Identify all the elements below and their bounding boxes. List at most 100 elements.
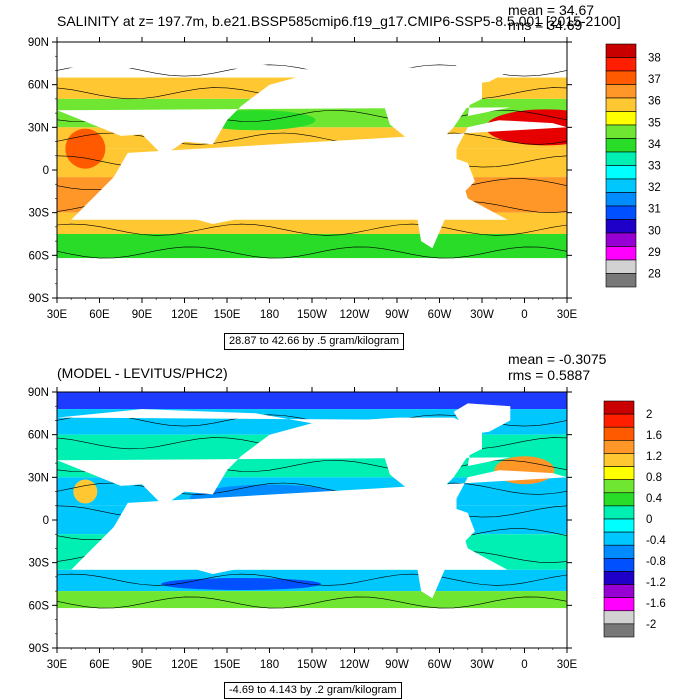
lon-label: 60E bbox=[89, 309, 110, 321]
lat-label: 30S bbox=[29, 208, 50, 220]
lon-label: 0 bbox=[521, 659, 527, 671]
colorbar-box bbox=[605, 273, 637, 288]
colorbar-box bbox=[605, 246, 637, 261]
field-band bbox=[57, 234, 567, 259]
lon-label: 60W bbox=[428, 659, 452, 671]
contour-line bbox=[57, 573, 567, 586]
colorbar-label: 38 bbox=[648, 53, 661, 65]
colorbar-box bbox=[603, 558, 635, 572]
colorbar-label: 36 bbox=[648, 96, 661, 108]
colorbar-box bbox=[603, 426, 635, 441]
lat-label: 60N bbox=[28, 80, 49, 92]
lat-label: 90S bbox=[29, 643, 50, 655]
colorbar-box bbox=[603, 571, 635, 585]
lon-label: 150E bbox=[214, 309, 241, 321]
colorbar-label: 0.4 bbox=[646, 493, 663, 505]
colorbar-box bbox=[603, 440, 635, 454]
colorbar-label: 2 bbox=[646, 409, 652, 421]
colorbar-box bbox=[603, 531, 635, 546]
lat-label: 0 bbox=[43, 515, 49, 527]
colorbar-box bbox=[605, 57, 637, 72]
lat-label: 30S bbox=[29, 558, 50, 570]
colorbar-label: 30 bbox=[648, 225, 661, 237]
lon-label: 0 bbox=[521, 309, 527, 321]
lon-label: 120W bbox=[339, 309, 369, 321]
contour-line bbox=[57, 596, 567, 609]
colorbar-box bbox=[605, 43, 637, 58]
colorbar-box bbox=[603, 544, 635, 559]
colorbar-box bbox=[603, 584, 635, 598]
lat-label: 60N bbox=[28, 430, 49, 442]
colorbar-box bbox=[605, 232, 637, 247]
colorbar-label: 1.6 bbox=[646, 430, 662, 442]
panel-2-contour-info: -4.69 to 4.143 by .2 gram/kilogram bbox=[224, 682, 402, 699]
lat-label: 30N bbox=[28, 472, 49, 484]
lon-label: 90E bbox=[132, 309, 153, 321]
panel-1-rms: rms = 34.69 bbox=[508, 17, 583, 33]
lon-label: 30E bbox=[557, 309, 578, 321]
colorbar-box bbox=[603, 453, 635, 467]
colorbar-label: 31 bbox=[648, 204, 661, 216]
colorbar-box bbox=[605, 97, 637, 112]
colorbar-box bbox=[605, 151, 637, 166]
lon-label: 90W bbox=[385, 309, 409, 321]
panel-1-title: SALINITY at z= 197.7m, b.e21.BSSP585cmip… bbox=[57, 13, 621, 29]
colorbar-box bbox=[603, 597, 635, 612]
colorbar-box bbox=[605, 138, 637, 153]
colorbar-label: 29 bbox=[648, 247, 661, 259]
colorbar-box bbox=[603, 479, 635, 494]
colorbar-box bbox=[603, 623, 635, 638]
lon-label: 30E bbox=[557, 659, 578, 671]
lat-label: 90N bbox=[28, 37, 49, 49]
contour-line bbox=[57, 223, 567, 236]
land-mask bbox=[408, 152, 475, 249]
panel-1-mean: mean = 34.67 bbox=[508, 2, 595, 18]
field-band bbox=[57, 591, 567, 609]
colorbar-box bbox=[603, 492, 635, 507]
colorbar-label: 32 bbox=[648, 182, 661, 194]
colorbar-box bbox=[605, 219, 637, 234]
contour-line bbox=[57, 132, 567, 145]
lon-label: 150E bbox=[214, 659, 241, 671]
lon-label: 120E bbox=[171, 309, 198, 321]
lon-label: 30E bbox=[47, 309, 68, 321]
colorbar-label: -2 bbox=[646, 619, 656, 631]
colorbar-label: -0.8 bbox=[646, 556, 666, 568]
field-band bbox=[57, 569, 567, 592]
colorbar-box bbox=[603, 518, 635, 533]
lon-label: 90E bbox=[132, 659, 153, 671]
colorbar-box bbox=[605, 178, 637, 193]
lat-label: 0 bbox=[43, 165, 49, 177]
southern-anomaly bbox=[161, 578, 322, 590]
land-mask bbox=[453, 53, 511, 85]
colorbar-label: 33 bbox=[648, 161, 661, 173]
colorbar-box bbox=[605, 124, 637, 139]
panel-1-contour-info: 28.87 to 42.66 by .5 gram/kilogram bbox=[224, 333, 404, 350]
colorbar-box bbox=[603, 466, 635, 480]
map-panel-2: 90N 60N 30N 0 30S 60S 90S 30E 60E 90E 120E 150E 180 1… bbox=[28, 387, 666, 671]
lon-label: 60E bbox=[89, 659, 110, 671]
arabian-anomaly bbox=[73, 479, 98, 504]
land-mask bbox=[340, 67, 482, 149]
colorbar-label: -1.2 bbox=[646, 577, 666, 589]
lat-label: 90S bbox=[29, 293, 50, 305]
colorbar-label: 34 bbox=[648, 139, 661, 151]
land-mask bbox=[57, 262, 567, 298]
colorbar-box bbox=[603, 400, 635, 415]
map-field-1 bbox=[57, 42, 567, 298]
colorbar-box bbox=[605, 259, 637, 274]
colorbar-box bbox=[603, 413, 635, 428]
colorbar-label: 0.8 bbox=[646, 472, 662, 484]
arabian-sea-max bbox=[65, 128, 106, 169]
land-mask bbox=[174, 535, 235, 574]
panel-2-rms: rms = 0.5887 bbox=[508, 367, 591, 383]
contour-line bbox=[57, 482, 567, 495]
colorbar-box bbox=[605, 192, 637, 207]
land-mask bbox=[57, 612, 567, 648]
colorbar-box bbox=[605, 70, 637, 85]
colorbar-box bbox=[603, 505, 635, 520]
colorbar-box bbox=[603, 610, 635, 625]
contour-line bbox=[57, 246, 567, 259]
map-panel-1: 90N 60N 30N 0 30S 60S 90S 30E 60E 90E 120E 150E 180 1… bbox=[28, 37, 661, 321]
lon-label: 30W bbox=[470, 659, 494, 671]
